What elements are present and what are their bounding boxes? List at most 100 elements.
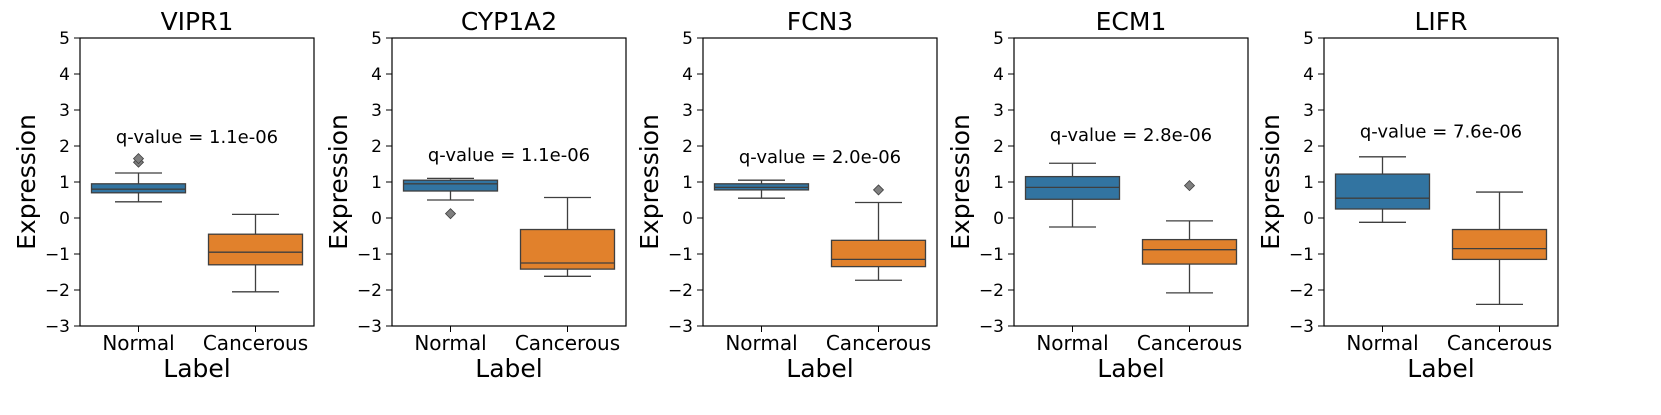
- q-value-annotation: q-value = 2.0e-06: [739, 147, 901, 168]
- y-tick-label: 5: [1303, 29, 1314, 49]
- y-tick-label: 0: [371, 209, 382, 229]
- chart-title: ECM1: [1096, 7, 1167, 36]
- y-tick-label: 2: [371, 137, 382, 157]
- x-axis-label: Label: [786, 354, 853, 383]
- chart-title: FCN3: [787, 7, 853, 36]
- iqr-box: [402, 179, 499, 192]
- x-tick-label: Normal: [725, 331, 797, 355]
- box-cancerous: [830, 184, 927, 281]
- x-tick-label: Normal: [1346, 331, 1418, 355]
- subplot-cyp1a2: CYP1A2 5 4 3 2 1 0 −1 −2 −3 Expression Normal Cancer…: [324, 7, 627, 383]
- y-tick-label: 3: [993, 101, 1004, 121]
- y-tick-label: −1: [1289, 245, 1314, 265]
- iqr-box: [207, 233, 304, 266]
- y-tick-label: −3: [45, 317, 70, 337]
- y-axis-label: Expression: [946, 114, 975, 250]
- y-tick-label: 4: [993, 65, 1004, 85]
- y-axis-label: Expression: [324, 114, 353, 250]
- box-cancerous: [1451, 191, 1548, 306]
- y-tick-label: 4: [682, 65, 693, 85]
- y-tick-label: 2: [682, 137, 693, 157]
- y-tick-label: −2: [979, 281, 1004, 301]
- q-value-annotation: q-value = 2.8e-06: [1050, 125, 1212, 146]
- chart-title: VIPR1: [161, 7, 234, 36]
- y-tick-label: 4: [59, 65, 70, 85]
- box-cancerous: [207, 213, 304, 293]
- y-tick-label: −2: [45, 281, 70, 301]
- y-tick-label: 4: [371, 65, 382, 85]
- chart-title: CYP1A2: [461, 7, 557, 36]
- y-tick-label: 0: [993, 209, 1004, 229]
- outlier-point: [132, 153, 145, 165]
- plot-frame: [79, 37, 315, 327]
- box-cancerous: [519, 196, 616, 277]
- y-tick-label: 5: [993, 29, 1004, 49]
- iqr-box: [1141, 238, 1238, 265]
- chart-title: LIFR: [1414, 7, 1467, 36]
- y-tick-label: 0: [1303, 209, 1314, 229]
- iqr-box: [90, 183, 187, 194]
- outlier-point: [444, 208, 457, 220]
- x-tick-label: Cancerous: [515, 331, 620, 355]
- subplot-vipr1: VIPR1 5 4 3 2 1 0 −1 −2 −3 Expression Normal Cancero…: [12, 7, 315, 383]
- box-normal: [90, 153, 187, 203]
- y-tick-label: 5: [59, 29, 70, 49]
- y-tick-label: 3: [1303, 101, 1314, 121]
- y-tick-label: −3: [357, 317, 382, 337]
- q-value-annotation: q-value = 7.6e-06: [1360, 122, 1522, 143]
- x-axis-label: Label: [163, 354, 230, 383]
- y-tick-label: −1: [979, 245, 1004, 265]
- box-normal: [1024, 162, 1121, 228]
- x-tick-label: Cancerous: [1447, 331, 1552, 355]
- iqr-box: [830, 239, 927, 268]
- x-tick-label: Cancerous: [203, 331, 308, 355]
- x-tick-label: Cancerous: [826, 331, 931, 355]
- outlier-point: [1183, 180, 1196, 192]
- y-tick-label: 2: [993, 137, 1004, 157]
- box-normal: [1334, 156, 1431, 223]
- y-tick-label: 3: [371, 101, 382, 121]
- plot-frame: [1013, 37, 1249, 327]
- y-tick-label: 1: [993, 173, 1004, 193]
- y-tick-label: 2: [59, 137, 70, 157]
- x-tick-label: Cancerous: [1137, 331, 1242, 355]
- y-tick-label: 4: [1303, 65, 1314, 85]
- y-tick-label: −3: [668, 317, 693, 337]
- y-tick-label: 5: [371, 29, 382, 49]
- box-cancerous: [1141, 180, 1238, 294]
- plot-frame: [702, 37, 938, 327]
- y-tick-label: 3: [59, 101, 70, 121]
- y-axis-label: Expression: [1256, 114, 1285, 250]
- q-value-annotation: q-value = 1.1e-06: [428, 145, 590, 166]
- x-tick-label: Normal: [414, 331, 486, 355]
- y-tick-label: 1: [1303, 173, 1314, 193]
- subplot-ecm1: ECM1 5 4 3 2 1 0 −1 −2 −3 Expression Normal Cancerou…: [946, 7, 1249, 383]
- subplot-lifr: LIFR 5 4 3 2 1 0 −1 −2 −3 Expression Normal Cancerou…: [1256, 7, 1559, 383]
- y-axis-label: Expression: [635, 114, 664, 250]
- iqr-box: [1334, 173, 1431, 210]
- y-tick-label: 3: [682, 101, 693, 121]
- iqr-box: [1451, 228, 1548, 261]
- y-tick-label: 1: [371, 173, 382, 193]
- y-tick-label: 2: [1303, 137, 1314, 157]
- y-tick-label: 5: [682, 29, 693, 49]
- y-tick-label: −1: [45, 245, 70, 265]
- y-tick-label: 0: [59, 209, 70, 229]
- y-tick-label: 1: [59, 173, 70, 193]
- x-axis-label: Label: [475, 354, 542, 383]
- y-tick-label: −2: [357, 281, 382, 301]
- y-tick-label: 0: [682, 209, 693, 229]
- outlier-point: [872, 184, 885, 196]
- subplot-fcn3: FCN3 5 4 3 2 1 0 −1 −2 −3 Expression Normal Cancerou…: [635, 7, 938, 383]
- box-normal: [402, 177, 499, 220]
- y-tick-label: −2: [1289, 281, 1314, 301]
- y-tick-label: −3: [979, 317, 1004, 337]
- q-value-annotation: q-value = 1.1e-06: [116, 127, 278, 148]
- plot-frame: [1323, 37, 1559, 327]
- x-tick-label: Normal: [102, 331, 174, 355]
- x-axis-label: Label: [1097, 354, 1164, 383]
- x-axis-label: Label: [1407, 354, 1474, 383]
- box-normal: [713, 179, 810, 199]
- plot-frame: [391, 37, 627, 327]
